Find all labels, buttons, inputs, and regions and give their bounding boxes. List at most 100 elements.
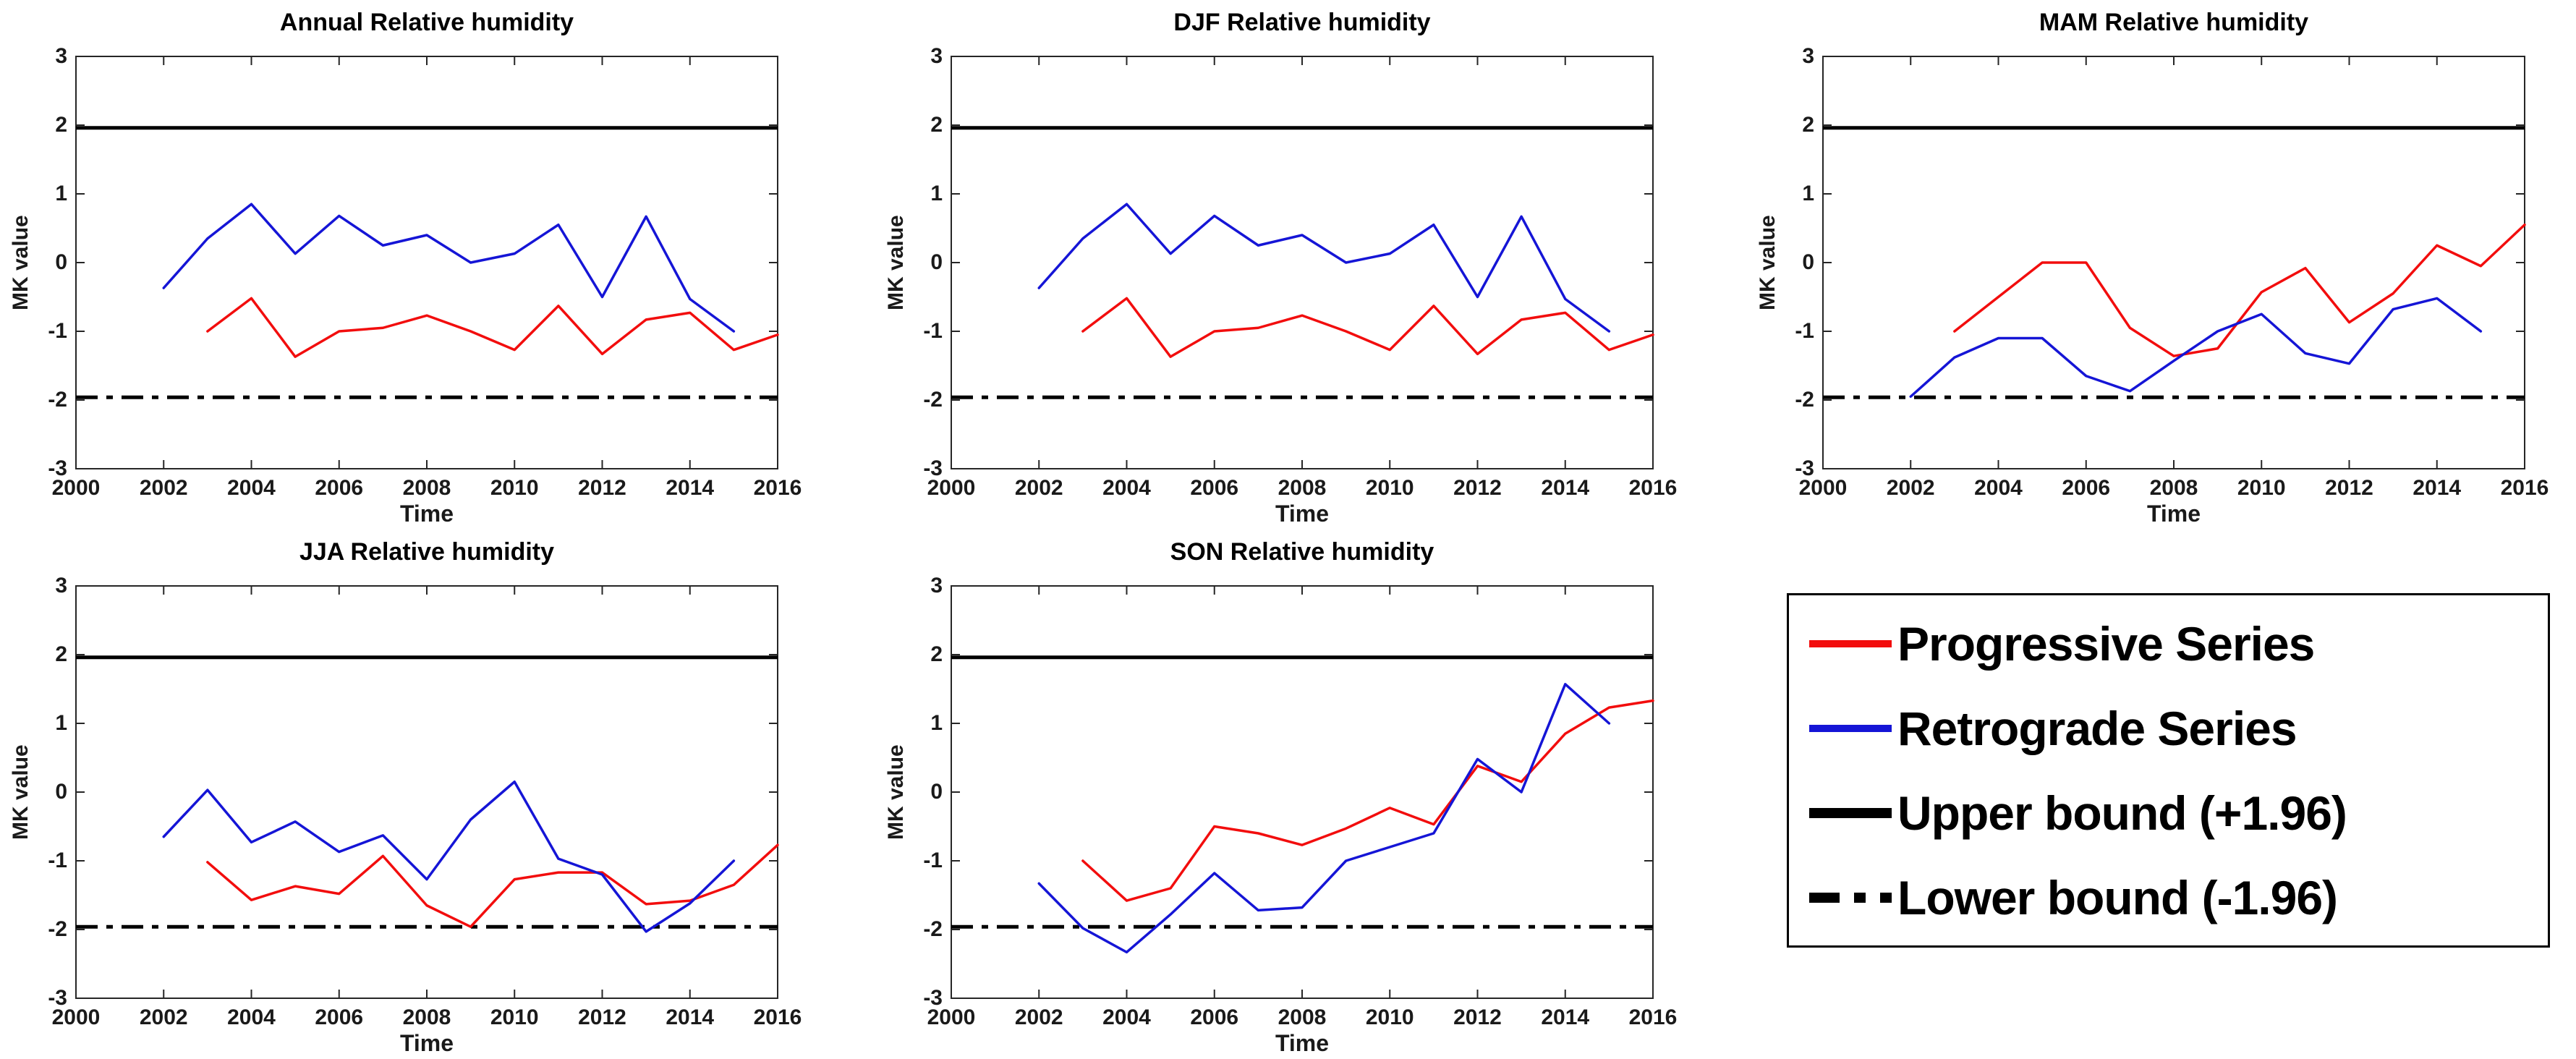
black-solid-line-key-icon <box>1809 807 1892 818</box>
legend-item-retrograde-series: Retrograde Series <box>1808 686 2548 770</box>
x-tick-label: 2006 <box>1190 1005 1239 1029</box>
y-tick-label: 2 <box>55 113 67 137</box>
chart-title: DJF Relative humidity <box>1173 9 1431 36</box>
y-tick-label: -2 <box>923 388 943 412</box>
legend-item-label: Upper bound (+1.96) <box>1897 786 2347 840</box>
blue-line-key-icon <box>1809 724 1892 732</box>
x-tick-label: 2002 <box>1014 476 1063 500</box>
plot-area <box>75 585 779 999</box>
y-tick-label: -3 <box>923 986 943 1010</box>
y-tick-label: 1 <box>930 182 943 205</box>
y-tick-label: -3 <box>48 986 67 1010</box>
y-tick-label: 2 <box>1802 113 1814 137</box>
x-tick-label: 2006 <box>2062 476 2111 500</box>
x-tick-label: 2002 <box>139 476 188 500</box>
x-axis-label: Time <box>1275 1030 1330 1056</box>
black-dashdot-line-key-icon <box>1809 892 1892 903</box>
plot-area <box>951 585 1654 999</box>
y-tick-label: -2 <box>48 388 67 412</box>
chart-panel-jja: JJA Relative humidity MK value Time 2000… <box>0 530 861 1059</box>
y-tick-label: 0 <box>930 780 943 804</box>
series-line-progressive-series <box>1081 297 1654 358</box>
red-line-key-icon <box>1809 639 1892 647</box>
x-tick-label: 2000 <box>51 1005 101 1029</box>
x-tick-label: 2000 <box>927 1005 976 1029</box>
x-axis-label: Time <box>2146 501 2201 527</box>
legend-item-progressive-series: Progressive Series <box>1808 601 2548 686</box>
y-tick-label: 3 <box>55 574 67 597</box>
y-tick-label: -3 <box>923 456 943 480</box>
legend-item-lower-bound: Lower bound (-1.96) <box>1808 855 2548 940</box>
series-line-retrograde-series <box>1037 203 1611 333</box>
y-tick-label: 0 <box>55 250 67 274</box>
chart-title: MAM Relative humidity <box>2039 9 2309 36</box>
x-tick-label: 2004 <box>1102 1005 1151 1029</box>
y-tick-label: 3 <box>55 44 67 68</box>
x-tick-label: 2010 <box>490 476 539 500</box>
chart-title: JJA Relative humidity <box>299 538 555 566</box>
x-tick-label: 2014 <box>666 1005 715 1029</box>
y-tick-label: 0 <box>1802 250 1814 274</box>
x-tick-label: 2010 <box>1365 1005 1414 1029</box>
x-tick-label: 2008 <box>402 1005 451 1029</box>
x-tick-label: 2008 <box>402 476 451 500</box>
legend-item-label: Retrograde Series <box>1897 701 2297 755</box>
legend-item-label: Lower bound (-1.96) <box>1897 870 2338 924</box>
y-tick-label: -3 <box>1795 456 1814 480</box>
x-tick-label: 2012 <box>1453 1005 1502 1029</box>
series-line-progressive-series <box>1081 699 1654 902</box>
chart-panel-djf: DJF Relative humidity MK value Time 2000… <box>875 0 1736 530</box>
y-tick-label: -1 <box>923 319 943 343</box>
x-tick-label: 2010 <box>490 1005 539 1029</box>
series-line-retrograde-series <box>162 203 736 333</box>
x-tick-label: 2000 <box>1798 476 1848 500</box>
x-tick-label: 2012 <box>578 476 626 500</box>
x-tick-label: 2014 <box>2413 476 2462 500</box>
y-tick-label: 1 <box>1802 182 1814 205</box>
plot-area <box>1822 56 2526 469</box>
series-line-progressive-series <box>206 297 779 358</box>
series-line-retrograde-series <box>1909 297 2483 398</box>
chart-panel-son: SON Relative humidity MK value Time 2000… <box>875 530 1736 1059</box>
x-tick-label: 2016 <box>1628 1005 1678 1029</box>
chart-title: SON Relative humidity <box>1170 538 1434 566</box>
y-tick-label: 0 <box>930 250 943 274</box>
x-tick-label: 2014 <box>1541 1005 1590 1029</box>
y-tick-label: 1 <box>55 182 67 205</box>
x-tick-label: 2016 <box>1628 476 1678 500</box>
x-tick-label: 2010 <box>1365 476 1414 500</box>
plot-area <box>951 56 1654 469</box>
y-tick-label: -2 <box>923 917 943 941</box>
x-tick-label: 2012 <box>1453 476 1502 500</box>
x-tick-label: 2008 <box>1278 1005 1327 1029</box>
x-tick-label: 2014 <box>1541 476 1590 500</box>
chart-title: Annual Relative humidity <box>279 9 574 36</box>
y-tick-label: 1 <box>55 711 67 735</box>
y-tick-label: 0 <box>55 780 67 804</box>
x-tick-label: 2002 <box>139 1005 188 1029</box>
x-tick-label: 2016 <box>2500 476 2549 500</box>
x-tick-label: 2014 <box>666 476 715 500</box>
x-tick-label: 2006 <box>1190 476 1239 500</box>
plot-area <box>75 56 779 469</box>
x-tick-label: 2012 <box>2325 476 2373 500</box>
x-tick-label: 2002 <box>1014 1005 1063 1029</box>
series-line-retrograde-series <box>162 781 736 933</box>
y-tick-label: -1 <box>48 319 67 343</box>
y-tick-label: -1 <box>1795 319 1814 343</box>
x-tick-label: 2004 <box>227 476 276 500</box>
x-tick-label: 2016 <box>753 1005 802 1029</box>
x-tick-label: 2002 <box>1886 476 1935 500</box>
x-tick-label: 2000 <box>927 476 976 500</box>
series-line-progressive-series <box>1953 224 2526 357</box>
y-tick-label: -1 <box>923 849 943 872</box>
y-tick-label: 3 <box>930 44 943 68</box>
x-tick-label: 2012 <box>578 1005 626 1029</box>
chart-panel-mam: MAM Relative humidity MK value Time 2000… <box>1747 0 2576 530</box>
series-line-progressive-series <box>206 843 779 928</box>
y-tick-label: 3 <box>1802 44 1814 68</box>
y-tick-label: 3 <box>930 574 943 597</box>
chart-panel-annual: Annual Relative humidity MK value Time 2… <box>0 0 861 530</box>
legend-item-label: Progressive Series <box>1897 616 2315 671</box>
